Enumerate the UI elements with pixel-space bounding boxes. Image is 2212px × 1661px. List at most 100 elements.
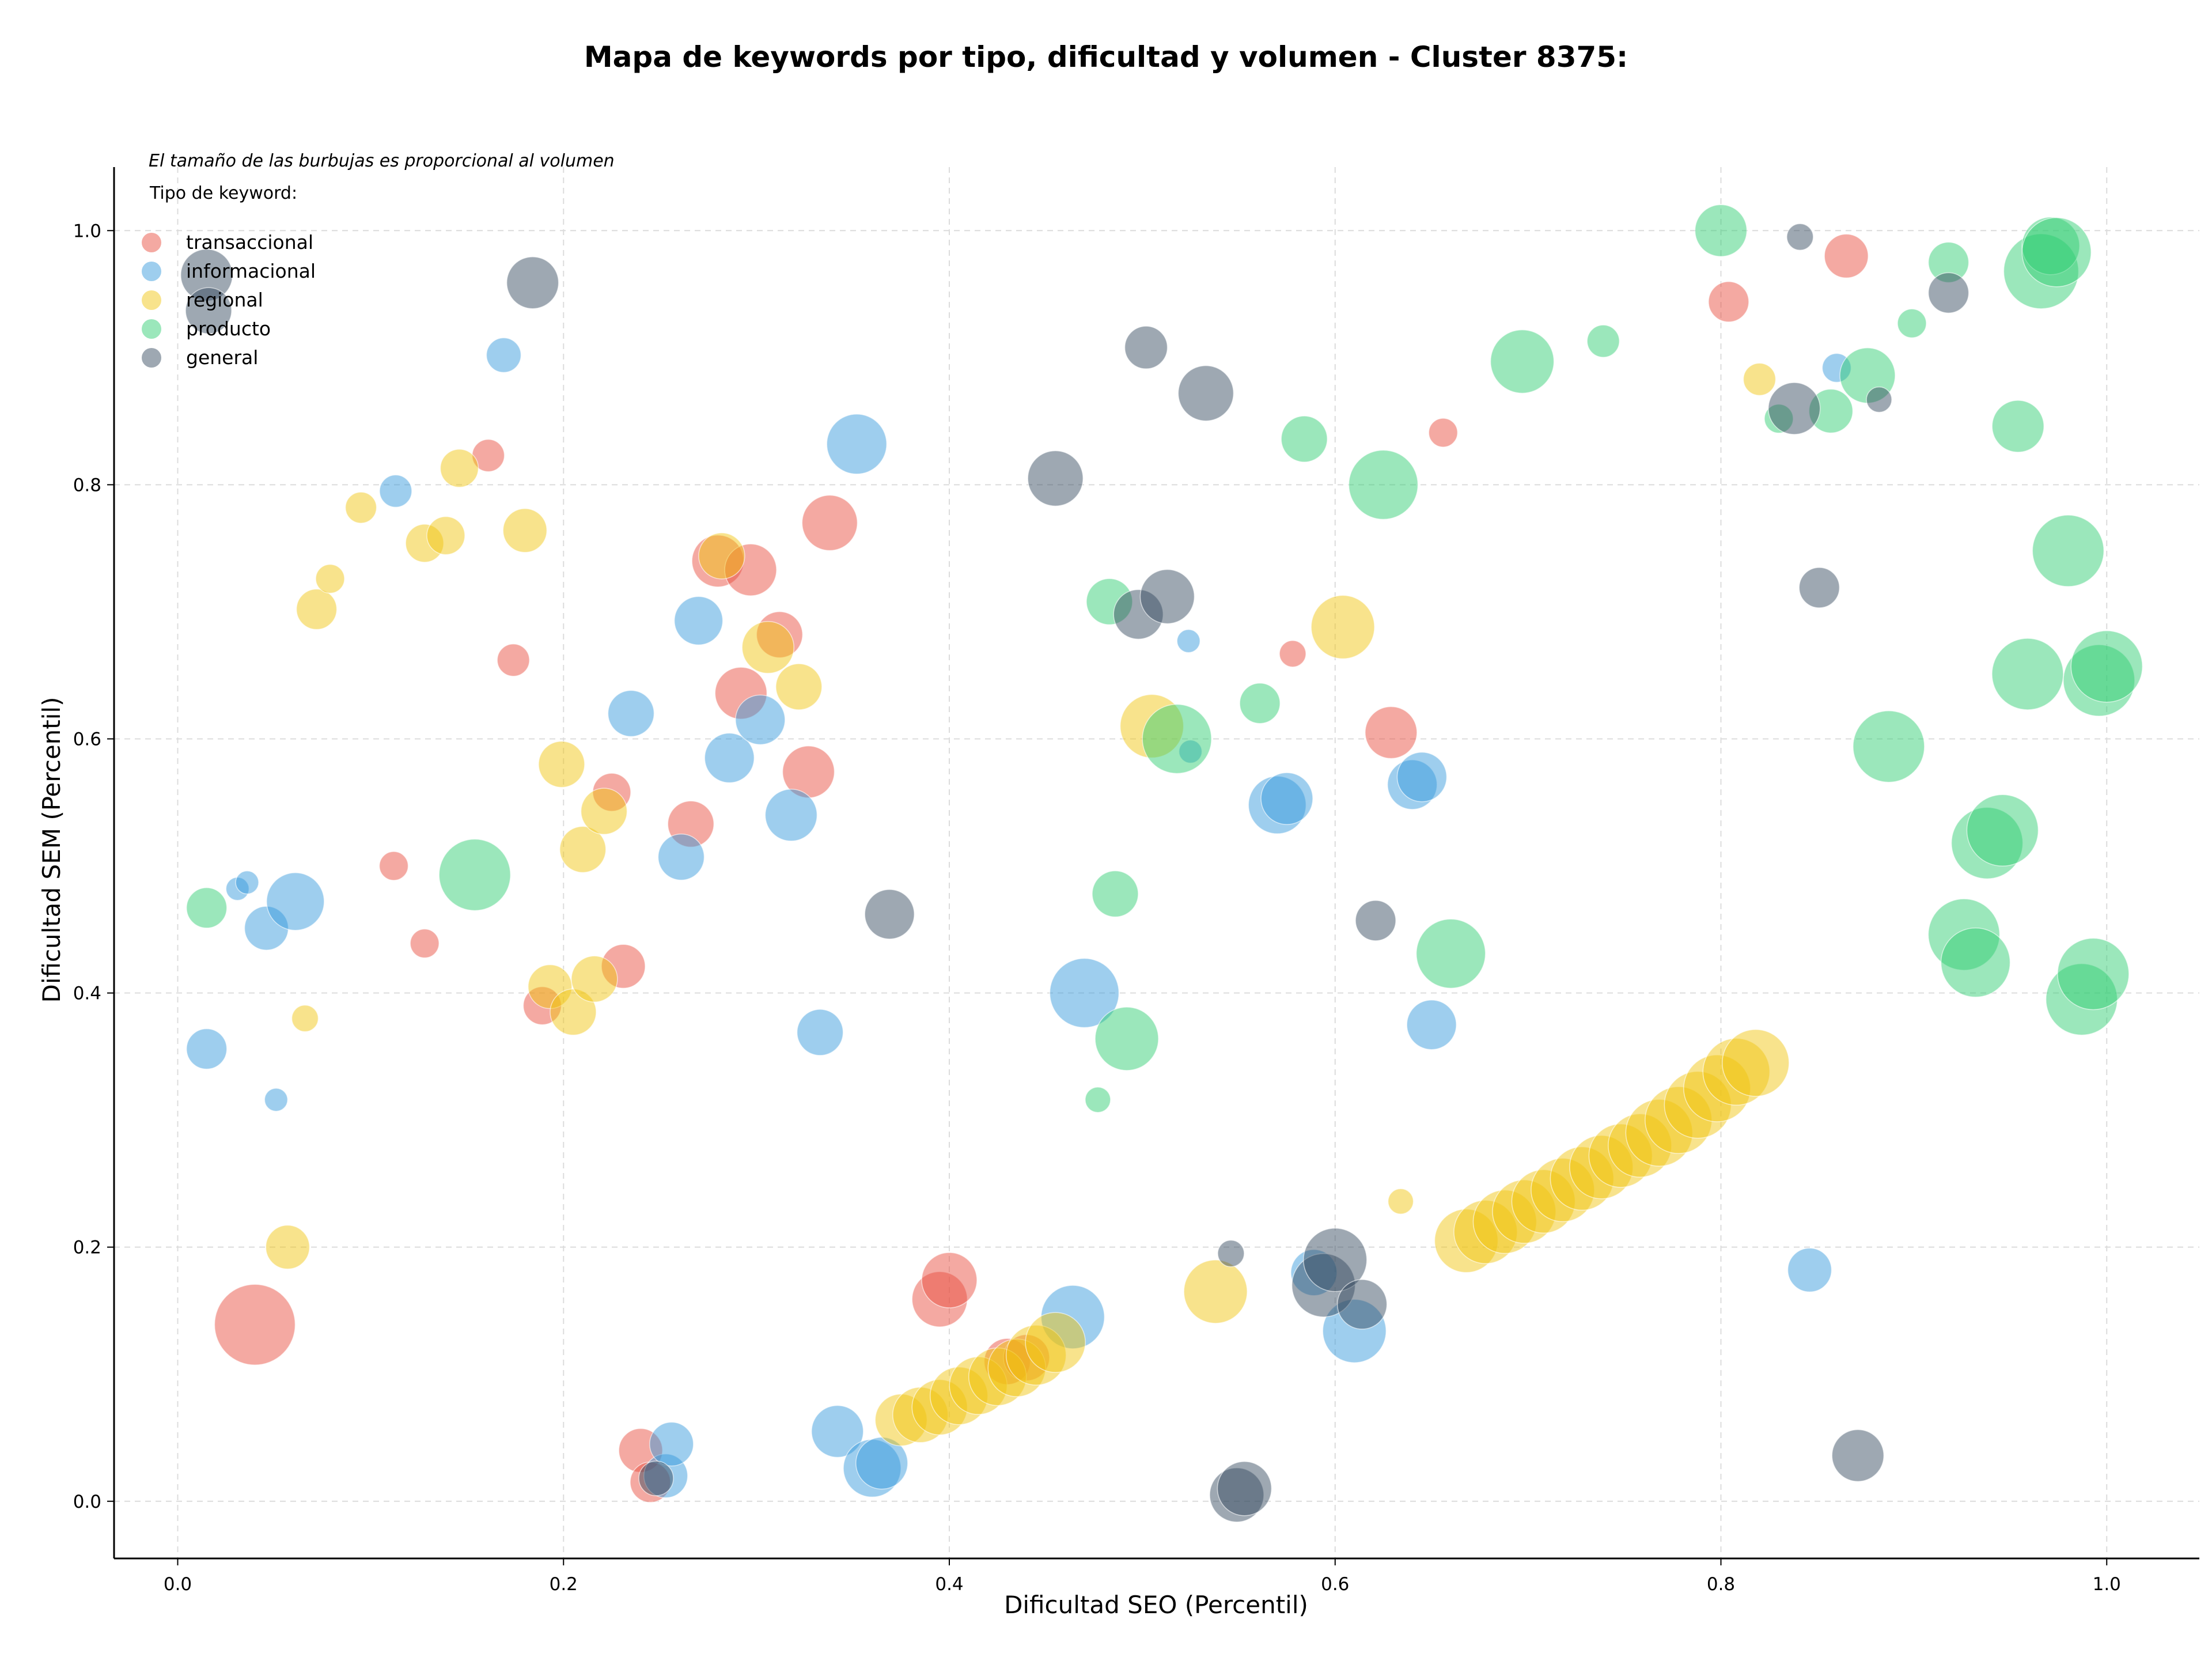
data-point-regional (502, 508, 548, 553)
data-point-producto (1694, 204, 1748, 258)
data-point-regional (559, 826, 607, 873)
data-point-general (1139, 569, 1195, 625)
axes-layer: 0.0 0.0 0.2 0.2 0.4 0.4 0.6 0.6 0.8 0.8 1.0 1.0 (73, 167, 2199, 1595)
data-point-informacional (1040, 1285, 1105, 1349)
data-point-producto (2021, 217, 2092, 287)
legend-label-transaccional: transaccional (186, 231, 313, 253)
data-point-transaccional (214, 1284, 296, 1365)
series-regional (265, 362, 1790, 1447)
data-point-regional (1492, 1179, 1556, 1244)
data-point-regional (405, 524, 444, 563)
data-point-regional (344, 491, 377, 524)
data-point-transaccional (378, 851, 409, 881)
data-point-informacional (657, 833, 705, 881)
data-point-transaccional (714, 667, 768, 720)
data-point-producto (2032, 514, 2105, 587)
data-point-regional (1310, 595, 1375, 660)
data-point-general (1113, 589, 1164, 640)
data-point-producto (1927, 898, 2001, 971)
data-point-producto (438, 838, 511, 911)
data-point-general (1768, 382, 1821, 435)
data-point-transaccional (497, 643, 530, 677)
data-point-regional (1645, 1086, 1713, 1154)
data-point-regional (930, 1366, 988, 1425)
data-point-informacional (235, 870, 259, 895)
data-point-informacional (1406, 999, 1457, 1050)
legend-marker-regional (142, 290, 161, 310)
data-point-informacional (704, 732, 755, 784)
data-point-general (1831, 1429, 1885, 1482)
data-point-informacional (1178, 739, 1203, 764)
data-point-informacional (1290, 1249, 1338, 1296)
legend: transaccional informacional regional produc… (142, 231, 316, 369)
data-point-regional (1550, 1146, 1615, 1211)
data-point-producto (1586, 324, 1620, 358)
data-point-informacional (266, 872, 325, 931)
data-point-producto (1991, 400, 2044, 453)
data-point-transaccional (1824, 233, 1869, 279)
data-point-general (185, 287, 232, 334)
data-point-informacional (244, 906, 289, 951)
data-point-general (1124, 326, 1168, 369)
volume-note: El tamaño de las burbujas es proporciona… (149, 151, 615, 171)
x-tick-label: 0.0 (164, 1574, 192, 1595)
x-tick-label: 0.4 (935, 1574, 963, 1595)
data-point-producto (2057, 937, 2130, 1011)
data-point-general (1217, 1239, 1245, 1267)
data-point-producto (2045, 963, 2118, 1036)
data-point-regional (1702, 1038, 1771, 1106)
data-point-producto (1764, 403, 1794, 434)
data-point-transaccional (724, 543, 777, 596)
data-point-transaccional (592, 773, 631, 812)
data-point-informacional (1396, 751, 1448, 803)
data-point-producto (1991, 638, 2064, 710)
data-point-producto (1808, 388, 1854, 434)
data-point-regional (741, 620, 794, 674)
data-point-producto (1348, 449, 1419, 520)
data-point-producto (1092, 870, 1139, 918)
data-point-producto (1281, 415, 1328, 463)
y-tick-label: 0.6 (73, 729, 101, 750)
data-point-producto (1853, 710, 1925, 783)
data-point-regional (1743, 362, 1777, 396)
data-point-regional (1588, 1123, 1653, 1188)
data-point-regional (1511, 1169, 1576, 1234)
data-point-producto (1094, 1007, 1159, 1071)
data-point-transaccional (1279, 640, 1306, 668)
data-point-general (1866, 386, 1892, 413)
y-tick-label: 0.2 (73, 1238, 101, 1258)
data-point-producto (1966, 794, 2039, 867)
x-axis-label: Dificultad SEO (Percentil) (1004, 1591, 1308, 1619)
data-point-producto (185, 887, 228, 929)
data-point-general (1027, 450, 1084, 507)
series-general (180, 223, 1969, 1523)
data-point-regional (1005, 1325, 1067, 1386)
data-point-regional (1531, 1157, 1595, 1223)
x-tick-label: 0.6 (1321, 1574, 1349, 1595)
data-point-general (1217, 1461, 1272, 1516)
data-point-general (1291, 1253, 1356, 1318)
data-point-regional (775, 663, 823, 710)
data-point-regional (580, 788, 628, 835)
data-point-producto (1415, 918, 1486, 989)
chart-title: Mapa de keywords por tipo, dificultad y … (584, 40, 1628, 74)
data-point-regional (968, 1347, 1027, 1406)
y-axis-label: Dificultad SEM (Percentil) (37, 697, 66, 1003)
data-point-producto (1086, 578, 1133, 626)
legend-marker-producto (142, 319, 161, 339)
data-point-transaccional (756, 611, 804, 659)
data-point-general (638, 1461, 674, 1496)
series-transaccional (214, 233, 1869, 1503)
data-point-producto (2021, 216, 2080, 275)
data-point-regional (1183, 1259, 1248, 1324)
data-point-general (1798, 567, 1840, 608)
data-point-regional (1722, 1029, 1790, 1097)
data-point-informacional (796, 1009, 844, 1056)
data-point-regional (1387, 1188, 1414, 1215)
data-point-informacional (811, 1405, 864, 1458)
data-point-producto (1839, 347, 1896, 404)
data-point-transaccional (601, 944, 646, 989)
x-tick-label: 0.8 (1707, 1574, 1735, 1595)
data-point-regional (291, 1004, 319, 1032)
